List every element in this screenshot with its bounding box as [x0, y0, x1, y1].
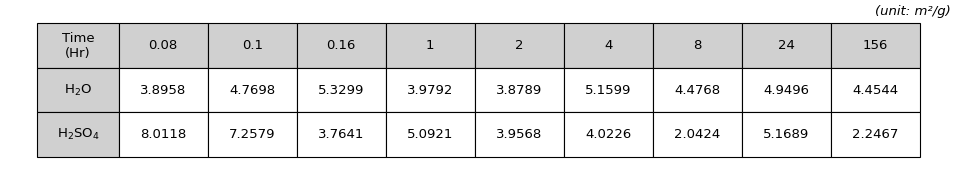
Text: (unit: m²/g): (unit: m²/g): [875, 5, 950, 18]
